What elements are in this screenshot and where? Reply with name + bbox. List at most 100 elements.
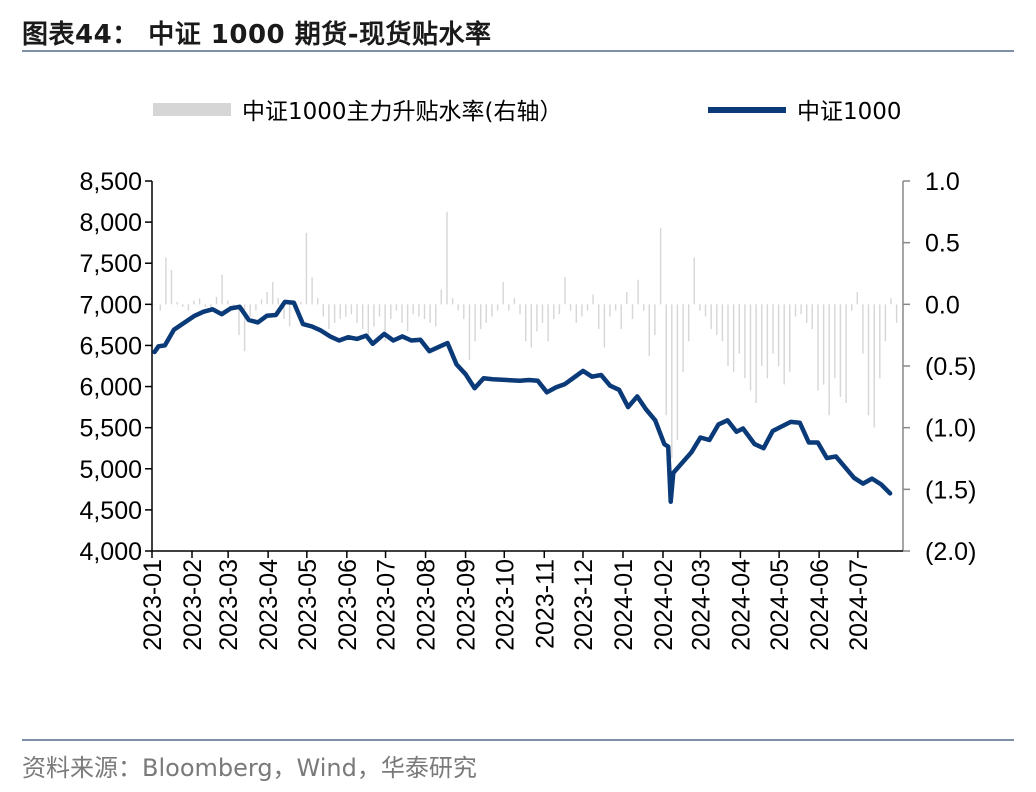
spread-bar — [581, 304, 583, 317]
spread-bar — [350, 304, 353, 315]
spread-bar — [401, 304, 403, 323]
left-axis-tick-label: 5,000 — [79, 456, 142, 484]
spread-bar — [822, 304, 825, 385]
spread-bar — [513, 298, 516, 305]
spread-bar — [496, 304, 499, 311]
spread-bar — [277, 298, 279, 305]
spread-bar — [851, 304, 853, 311]
source-note: 资料来源：Bloomberg，Wind，华泰研究 — [22, 754, 477, 782]
spread-bar — [727, 304, 729, 366]
spread-bar — [828, 304, 830, 416]
spread-bar — [345, 304, 347, 317]
spread-bar — [716, 304, 718, 336]
spread-bar — [406, 304, 409, 332]
spread-bar — [811, 304, 813, 329]
spread-bar — [665, 304, 667, 416]
spread-bar — [232, 304, 235, 307]
spread-bar — [654, 304, 656, 336]
spread-bar — [283, 304, 285, 320]
spread-bar — [288, 304, 291, 327]
spread-bar — [333, 304, 336, 323]
spread-bar — [457, 304, 459, 311]
spread-bar — [300, 301, 302, 305]
legend-label-line: 中证1000 — [797, 99, 902, 125]
spread-bar — [626, 292, 628, 305]
spread-bar — [429, 304, 431, 323]
spread-bar — [614, 304, 617, 311]
spread-bar — [586, 304, 589, 311]
spread-bar — [525, 304, 527, 342]
index-line — [152, 299, 893, 504]
spread-bar — [845, 304, 847, 403]
spread-bar — [165, 257, 167, 305]
spread-bar — [260, 299, 263, 305]
spread-bar — [688, 304, 690, 342]
spread-bar — [536, 304, 538, 332]
spread-bar — [659, 227, 662, 305]
left-axis-tick-label: 8,500 — [79, 168, 142, 196]
right-axis-tick-label: 0.5 — [925, 230, 960, 258]
spread-bar — [328, 304, 330, 329]
spread-bar — [755, 304, 757, 403]
spread-bar — [766, 304, 769, 379]
spread-bar — [721, 304, 724, 342]
spread-bar — [895, 304, 898, 323]
spread-bar — [856, 292, 858, 305]
x-axis-tick-label: 2024-03 — [687, 559, 715, 651]
right-axis-tick-label: (1.0) — [925, 415, 976, 443]
spread-bar — [485, 304, 487, 323]
x-axis-tick-label: 2024-05 — [766, 559, 794, 651]
spread-bar — [704, 304, 707, 317]
spread-bar — [440, 289, 442, 305]
spread-bar — [839, 304, 842, 397]
spread-bar — [817, 304, 819, 391]
spread-bar — [238, 304, 240, 336]
right-axis-tick-label: (0.5) — [925, 353, 976, 381]
spread-bar — [243, 304, 246, 352]
spread-bar — [558, 304, 561, 315]
right-axis-tick-label: 1.0 — [925, 168, 960, 196]
spread-bar — [266, 292, 268, 305]
left-axis-tick-label: 4,500 — [79, 497, 142, 525]
chart: 中证1000主力升贴水率(右轴） 中证1000 4,000 4,500 5,000 5… — [79, 99, 976, 651]
spread-bar — [502, 282, 504, 305]
left-axis-tick-label: 7,500 — [79, 250, 142, 278]
left-axis-tick-label: 4,000 — [79, 538, 142, 566]
x-axis-tick-label: 2023-04 — [255, 559, 283, 651]
spread-bar — [783, 304, 785, 385]
spread-bar — [592, 294, 594, 305]
spread-bar — [598, 304, 600, 329]
spread-bar — [834, 304, 836, 379]
spread-bar — [637, 279, 639, 305]
spread-bar — [215, 296, 218, 305]
spread-bar — [541, 304, 544, 323]
spread-bar — [170, 269, 173, 305]
spread-bar — [418, 304, 420, 317]
spread-bar — [890, 298, 892, 305]
spread-bar — [423, 304, 426, 320]
x-axis-tick-label: 2023-05 — [294, 559, 322, 651]
x-axis-tick-label: 2024-02 — [650, 559, 678, 651]
spread-bar — [699, 304, 701, 311]
spread-bar — [154, 304, 156, 305]
spread-bar — [272, 282, 274, 305]
right-axis-tick-label: (2.0) — [925, 538, 976, 566]
left-axis-tick-label: 5,500 — [79, 415, 142, 443]
x-axis-tick-label: 2023-09 — [453, 559, 481, 651]
spread-bar — [249, 304, 251, 317]
spread-bar — [603, 304, 606, 348]
spread-bar — [210, 304, 212, 311]
x-axis-tick-label: 2023-08 — [413, 559, 441, 651]
legend-label-bars: 中证1000主力升贴水率(右轴） — [242, 99, 563, 125]
spread-bar — [873, 304, 875, 428]
spread-bar — [519, 304, 521, 315]
spread-bar — [806, 304, 808, 323]
x-axis-tick-label: 2023-07 — [373, 559, 401, 651]
spread-bar — [322, 304, 324, 317]
spread-bar — [305, 232, 308, 305]
right-axis-tick-label: (1.5) — [925, 476, 976, 504]
x-axis-tick-label: 2023-02 — [179, 559, 207, 651]
spread-bar — [204, 304, 206, 307]
legend-swatch-bars — [153, 103, 231, 116]
spread-bar — [884, 304, 887, 342]
